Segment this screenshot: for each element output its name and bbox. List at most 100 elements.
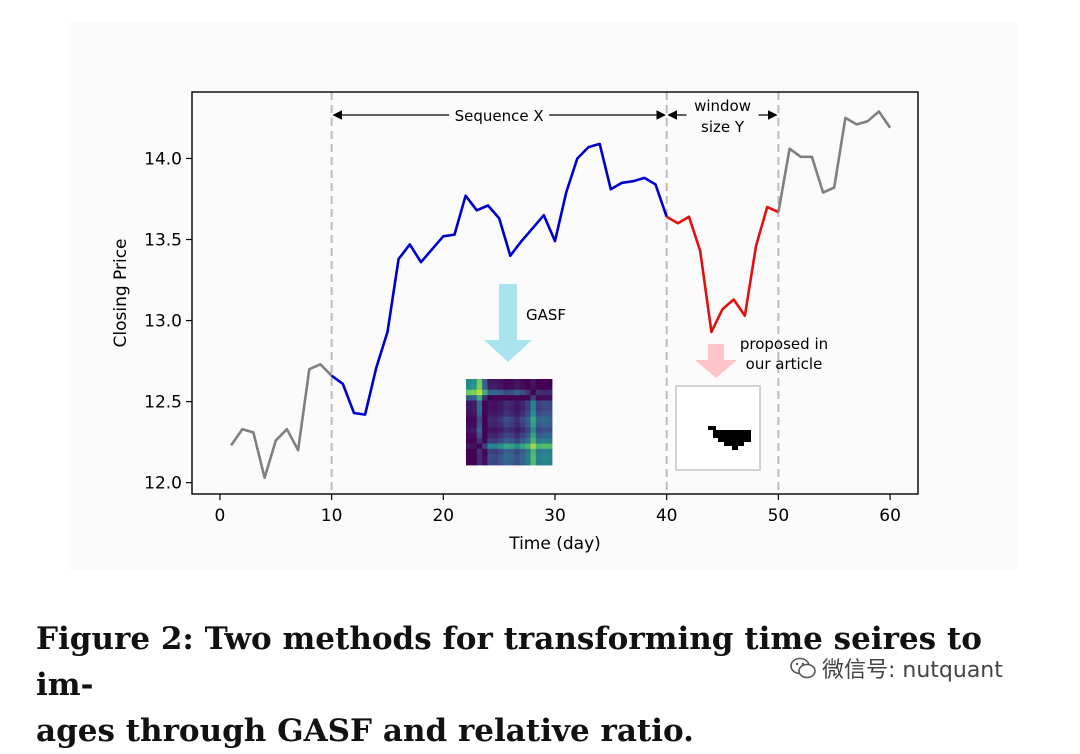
gasf-heatmap-cell	[498, 416, 505, 423]
gasf-heatmap-cell	[535, 459, 542, 466]
gasf-heatmap-cell	[492, 443, 499, 450]
gasf-heatmap-cell	[487, 448, 494, 455]
gasf-heatmap-cell	[476, 416, 483, 423]
window-y-label-line2: size Y	[701, 118, 745, 136]
gasf-heatmap-cell	[492, 454, 499, 461]
gasf-heatmap-cell	[466, 405, 472, 412]
gasf-heatmap-cell	[487, 395, 494, 401]
gasf-heatmap-cell	[498, 454, 505, 461]
gasf-heatmap-cell	[498, 389, 505, 396]
caption-line-2: ages through GASF and relative ratio.	[36, 713, 694, 749]
gasf-heatmap-cell	[487, 432, 494, 439]
gasf-heatmap-cell	[482, 422, 488, 428]
gasf-heatmap-cell	[530, 389, 537, 396]
gasf-heatmap-cell	[492, 422, 499, 428]
gasf-heatmap-cell	[514, 454, 521, 461]
gasf-heatmap-cell	[503, 389, 510, 396]
gasf-heatmap-cell	[503, 459, 510, 466]
gasf-heatmap-cell	[466, 422, 472, 428]
gasf-heatmap-cell	[498, 438, 505, 444]
gasf-heatmap-cell	[482, 384, 488, 391]
gasf-heatmap-cell	[519, 459, 526, 466]
gasf-heatmap-cell	[514, 432, 521, 439]
gasf-heatmap-cell	[530, 422, 537, 428]
gasf-heatmap-cell	[541, 427, 548, 434]
gasf-heatmap-cell	[492, 438, 499, 444]
gasf-heatmap-cell	[525, 405, 531, 412]
gasf-heatmap-cell	[509, 459, 515, 466]
x-tick-label: 20	[432, 506, 454, 526]
gasf-heatmap-cell	[476, 405, 483, 412]
gasf-heatmap-cell	[514, 443, 521, 450]
gasf-heatmap-cell	[541, 422, 548, 428]
gasf-heatmap-cell	[498, 411, 505, 418]
gasf-heatmap-cell	[525, 438, 531, 444]
figure-caption: Figure 2: Two methods for transforming t…	[36, 616, 1046, 754]
gasf-heatmap-cell	[466, 400, 472, 407]
gasf-heatmap-cell	[519, 432, 526, 439]
gasf-heatmap-cell	[514, 416, 521, 423]
gasf-heatmap-cell	[519, 405, 526, 412]
gasf-heatmap-cell	[466, 443, 472, 450]
figure-panel: 0 10 20 30 40 50 60 12.0 12.5 13.0 13.5 14.0 Time (d…	[68, 22, 1018, 570]
gasf-heatmap-cell	[546, 438, 553, 444]
gasf-heatmap-cell	[519, 384, 526, 391]
gasf-heatmap-cell	[492, 384, 499, 391]
gasf-heatmap-cell	[530, 395, 537, 401]
gasf-heatmap-cell	[530, 443, 537, 450]
gasf-heatmap-cell	[546, 459, 553, 466]
gasf-heatmap-cell	[503, 443, 510, 450]
gasf-heatmap-cell	[519, 438, 526, 444]
gasf-heatmap-cell	[525, 448, 531, 455]
gasf-heatmap-cell	[466, 411, 472, 418]
gasf-heatmap-cell	[471, 438, 478, 444]
gasf-heatmap-cell	[487, 416, 494, 423]
gasf-heatmap-cell	[487, 454, 494, 461]
gasf-heatmap-cell	[503, 448, 510, 455]
gasf-heatmap-cell	[535, 454, 542, 461]
gasf-heatmap-cell	[503, 411, 510, 418]
gasf-heatmap-cell	[466, 448, 472, 455]
gasf-heatmap-cell	[492, 395, 499, 401]
gasf-heatmap-cell	[541, 405, 548, 412]
gasf-heatmap-cell	[476, 448, 483, 455]
gasf-heatmap-cell	[476, 411, 483, 418]
gasf-heatmap-cell	[509, 454, 515, 461]
window-y-label-bg	[686, 105, 759, 125]
gasf-heatmap-cell	[535, 384, 542, 391]
line-chart: 0 10 20 30 40 50 60 12.0 12.5 13.0 13.5 14.0 Time (d…	[111, 91, 919, 554]
gasf-heatmap-cell	[535, 443, 542, 450]
gasf-heatmap-cell	[492, 432, 499, 439]
x-tick-label: 50	[768, 506, 790, 526]
gasf-heatmap-cell	[492, 379, 499, 385]
gasf-heatmap-cell	[487, 443, 494, 450]
gasf-heatmap-cell	[509, 411, 515, 418]
y-axis-label: Closing Price	[111, 238, 131, 347]
gasf-heatmap-cell	[519, 427, 526, 434]
gasf-heatmap-cell	[471, 416, 478, 423]
gasf-heatmap-cell	[476, 422, 483, 428]
gasf-heatmap-cell	[530, 379, 537, 385]
gasf-heatmap-cell	[487, 405, 494, 412]
gasf-heatmap-cell	[541, 395, 548, 401]
gasf-heatmap-cell	[541, 411, 548, 418]
gasf-heatmap-cell	[471, 443, 478, 450]
gasf-heatmap-cell	[514, 438, 521, 444]
proposed-label-line2: our article	[746, 355, 823, 373]
gasf-heatmap-cell	[503, 438, 510, 444]
gasf-heatmap-cell	[514, 379, 521, 385]
gasf-heatmap-cell	[498, 400, 505, 407]
gasf-heatmap-cell	[525, 411, 531, 418]
sequence-x-label: Sequence X	[455, 107, 544, 125]
x-tick-label: 40	[656, 506, 678, 526]
gasf-heatmap-cell	[476, 438, 483, 444]
gasf-heatmap-cell	[487, 411, 494, 418]
gasf-heatmap-cell	[525, 379, 531, 385]
gasf-heatmap-cell	[482, 416, 488, 423]
gasf-heatmap-cell	[487, 400, 494, 407]
gasf-heatmap-cell	[530, 459, 537, 466]
gasf-heatmap-cell	[530, 438, 537, 444]
gasf-heatmap-cell	[546, 416, 553, 423]
series-line-3	[777, 110, 892, 213]
gasf-heatmap-cell	[525, 443, 531, 450]
